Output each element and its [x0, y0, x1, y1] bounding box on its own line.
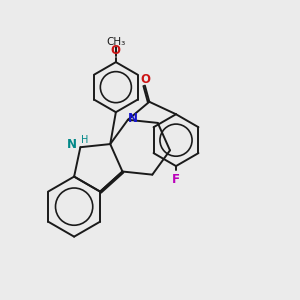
- Text: N: N: [128, 112, 138, 125]
- Text: O: O: [140, 73, 151, 85]
- Text: O: O: [111, 44, 121, 57]
- Text: N: N: [67, 138, 77, 152]
- Text: F: F: [172, 173, 180, 186]
- Text: H: H: [80, 135, 88, 145]
- Text: CH₃: CH₃: [106, 37, 125, 47]
